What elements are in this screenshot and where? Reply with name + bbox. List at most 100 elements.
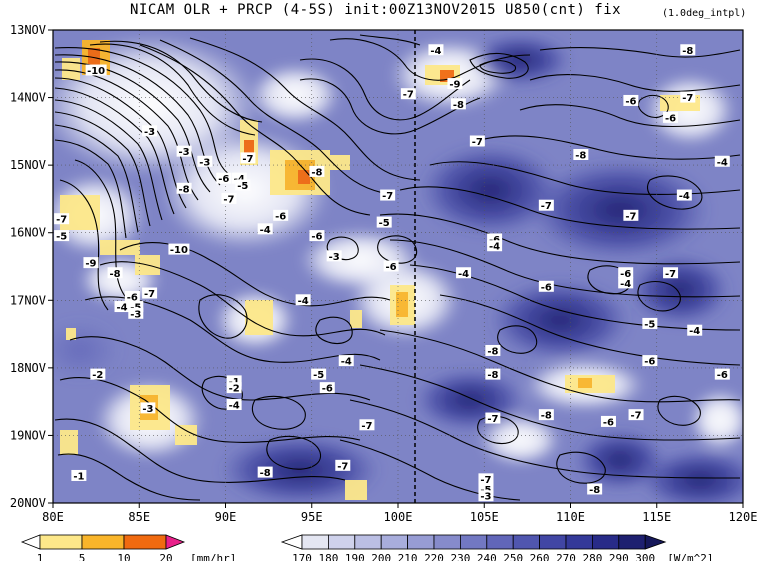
contour-label-box (90, 368, 106, 380)
contour-label: -7 (480, 475, 491, 486)
contour-label: -8 (682, 46, 693, 57)
contour-label: -7 (682, 93, 693, 104)
x-tick-label: 120E (729, 510, 758, 524)
olr-colorbar-label: 180 (318, 552, 338, 561)
contour-label: -7 (144, 289, 155, 300)
contour-label: -6 (218, 174, 229, 185)
contour-label: -8 (179, 184, 190, 195)
contour-label-box (114, 301, 130, 313)
contour-label: -6 (603, 417, 614, 428)
contour-label: -9 (449, 80, 460, 91)
olr-colorbar-label: 220 (424, 552, 444, 561)
contour-label-box (478, 473, 494, 485)
precip-colorbar: 1 5 10 20 [mm/hr] (20, 534, 236, 561)
y-tick-label: 15NOV (10, 158, 46, 172)
contour-label: -4 (260, 225, 271, 236)
contour-label-box (273, 209, 289, 221)
contour-label: -7 (625, 211, 636, 222)
contour-label-box (714, 368, 730, 380)
contour-label: -7 (337, 461, 348, 472)
contour-label: -8 (487, 346, 498, 357)
contour-label-box (485, 368, 501, 380)
contour-label-box (319, 382, 335, 394)
contour-label-box (335, 459, 351, 471)
contour-label-box (197, 155, 213, 167)
olr-colorbar-segment (459, 534, 488, 550)
y-tick-label: 18NOV (10, 361, 46, 375)
contour-label-box (485, 344, 501, 356)
contour-label: -3 (179, 147, 190, 158)
contour-label: -3 (480, 492, 491, 503)
contour-label-box (680, 91, 696, 103)
contour-label: -3 (130, 309, 141, 320)
y-tick-label: 17NOV (10, 293, 46, 307)
y-tick-label: 19NOV (10, 428, 46, 442)
prcp-colorbar-segment (123, 534, 167, 550)
olr-colorbar-segment (618, 534, 646, 550)
olr-colorbar-label: 270 (556, 552, 576, 561)
contour-label-box (600, 415, 616, 427)
contour-label: -6 (322, 384, 333, 395)
olr-colorbar-label: 300 (635, 552, 655, 561)
olr-colorbar-segment (433, 534, 461, 550)
contour-label-box (140, 402, 156, 414)
u850-contours (54, 34, 741, 501)
contour-label-box (376, 216, 392, 228)
olr-colorbar-arrow-left (280, 534, 303, 550)
contour-label: -3 (199, 157, 210, 168)
contour-label: -7 (382, 191, 393, 202)
chart-title: NICAM OLR + PRCP (4-5S) init:00Z13NOV201… (0, 0, 760, 20)
contour-label: -8 (541, 411, 552, 422)
contour-label-box (714, 155, 730, 167)
contour-label: -6 (620, 269, 631, 280)
contour-label: -6 (275, 211, 286, 222)
contour-label: -8 (260, 468, 271, 479)
x-tick-label: 85E (128, 510, 150, 524)
olr-colorbar-label: 230 (450, 552, 470, 561)
contour-label: -5 (644, 319, 655, 330)
contour-label: -6 (386, 262, 397, 273)
contour-label-box (168, 243, 190, 255)
contour-label-box (142, 125, 158, 137)
contour-label-box (538, 409, 554, 421)
axis-ticks: 80E 85E 90E 95E 100E 105E 110E 115E 120E 13NOV 14N… (10, 23, 758, 524)
contour-label: -6 (127, 292, 138, 303)
contour-label-box (573, 149, 589, 161)
contour-label: -7 (665, 269, 676, 280)
contour-label: -4 (489, 242, 500, 253)
contour-label: -4 (298, 296, 309, 307)
contour-label: -5 (313, 370, 324, 381)
contour-label-box (85, 64, 107, 76)
olr-field: -4-8-10-9-7-6-7-8-6-3-3-7-8-7-3-4-8-6-4-… (53, 30, 743, 503)
olr-colorbar-label: 170 (292, 552, 312, 561)
chart-subtitle: (1.0deg_intpl) (662, 8, 747, 19)
olr-colorbar-segment (512, 534, 541, 550)
prcp-colorbar-label: 1 (37, 552, 44, 561)
olr-colorbar-segment (380, 534, 409, 550)
contour-label: -7 (630, 411, 641, 422)
contour-label: -7 (487, 414, 498, 425)
contour-label-box (687, 324, 703, 336)
contour-label: -7 (472, 137, 483, 148)
contour-label: -7 (56, 215, 67, 226)
prcp-colorbar-arrow-right (165, 534, 186, 550)
contour-label: -7 (242, 154, 253, 165)
olr-colorbar-segment (301, 534, 329, 550)
olr-colorbar-label: 210 (398, 552, 418, 561)
contour-label-box (309, 230, 325, 242)
contour-label: -10 (87, 66, 105, 77)
contour-label-box (240, 152, 256, 164)
contour-label: -10 (170, 245, 188, 256)
contour-label: -6 (311, 232, 322, 243)
contour-label: -6 (717, 370, 728, 381)
prcp-colorbar-segment (81, 534, 125, 550)
prcp-colorbar-label: 20 (159, 552, 172, 561)
olr-colorbar-label: 260 (530, 552, 550, 561)
contour-label: -1 (73, 471, 84, 482)
contour-label-box (623, 94, 639, 106)
contour-label: -7 (223, 194, 234, 205)
contour-label-box (400, 88, 416, 100)
prcp-colorbar-unit: [mm/hr] (190, 552, 236, 561)
contour-label-box (107, 267, 123, 279)
